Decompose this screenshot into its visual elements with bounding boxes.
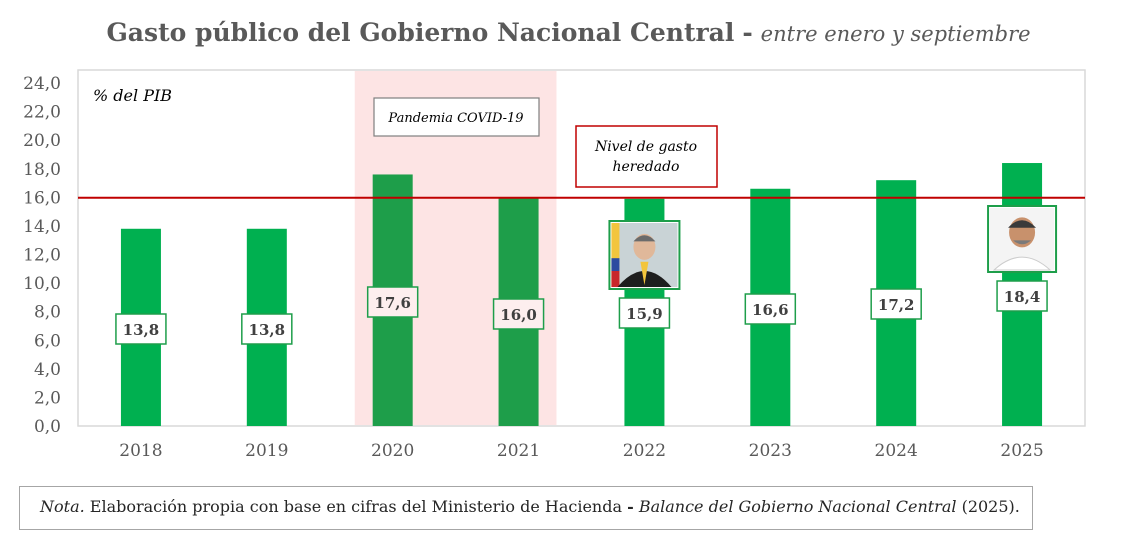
portrait-sash <box>640 261 649 285</box>
data-label-box <box>366 286 419 318</box>
data-label-box <box>115 313 167 345</box>
portrait-shirt <box>992 256 1052 271</box>
x-tick-label: 2025 <box>1000 441 1043 461</box>
note-dash: - <box>627 497 634 516</box>
y-tick-label: 18,0 <box>23 160 61 180</box>
data-label-box <box>744 293 797 325</box>
data-label: 13,8 <box>249 321 286 339</box>
note-body: Elaboración propia con base en cifras de… <box>84 497 628 516</box>
data-label: 18,4 <box>1004 288 1041 306</box>
y-tick-label: 6,0 <box>34 331 61 351</box>
plot-frame <box>77 69 1086 427</box>
bar-chart: 0,0 2,0 4,0 6,0 8,0 10,0 12,0 14,0 16,0 18,0 20,0 2… <box>23 69 1086 461</box>
x-tick-label: 2023 <box>749 441 792 461</box>
chart-title-separator: - <box>742 18 753 47</box>
y-tick-label: 12,0 <box>23 246 61 266</box>
data-label: 16,6 <box>752 301 789 319</box>
reference-annotation-text: Nivel de gasto <box>594 139 697 155</box>
x-tick-label: 2018 <box>119 441 162 461</box>
data-label: 17,2 <box>878 296 915 314</box>
pandemic-label: Pandemia COVID-19 <box>387 111 523 126</box>
portrait-flag-stripe <box>611 271 620 287</box>
portrait-hair <box>633 235 656 242</box>
source-note: Nota. Elaboración propia con base en cif… <box>19 486 1033 530</box>
portrait-beard <box>1013 240 1032 245</box>
note-source: Balance del Gobierno Nacional Central <box>638 497 957 516</box>
x-tick-label: 2021 <box>497 441 540 461</box>
y-tick-label: 0,0 <box>34 417 61 437</box>
y-tick-label: 24,0 <box>23 74 61 94</box>
y-tick-label: 14,0 <box>23 217 61 237</box>
y-tick-label: 10,0 <box>23 274 61 294</box>
y-tick-label: 22,0 <box>23 103 61 123</box>
data-label: 17,6 <box>374 294 411 312</box>
data-label-box <box>241 313 293 345</box>
y-tick-label: 2,0 <box>34 388 61 408</box>
pandemic-label-box <box>373 97 540 137</box>
portrait-flag-stripe <box>611 223 620 287</box>
note-tail: (2025). <box>956 497 1020 516</box>
data-label: 16,0 <box>500 306 537 324</box>
reference-annotation-text: heredado <box>613 159 680 175</box>
note-lead: Nota. <box>40 497 85 516</box>
x-tick-label: 2024 <box>875 441 918 461</box>
data-label: 13,8 <box>123 321 160 339</box>
x-tick-label: 2020 <box>371 441 414 461</box>
data-label-box <box>870 288 922 320</box>
y-tick-label: 8,0 <box>34 303 61 323</box>
reference-annotation-box <box>575 125 718 188</box>
y-tick-label: 4,0 <box>34 360 61 380</box>
data-label-box <box>618 297 671 329</box>
portrait-flag-stripe <box>611 258 620 271</box>
chart-title-main: Gasto público del Gobierno Nacional Cent… <box>106 18 735 47</box>
x-tick-label: 2019 <box>245 441 288 461</box>
data-label-box <box>996 280 1048 312</box>
y-axis-label: % del PIB <box>93 86 172 105</box>
y-tick-label: 20,0 <box>23 131 61 151</box>
x-tick-label: 2022 <box>623 441 666 461</box>
y-tick-label: 16,0 <box>23 188 61 208</box>
portrait-hair <box>1008 220 1037 228</box>
chart-subtitle: entre enero y septiembre <box>760 22 1031 46</box>
data-label: 15,9 <box>626 305 663 323</box>
data-label-box <box>492 298 545 330</box>
chart-title: Gasto público del Gobierno Nacional Cent… <box>0 18 1137 47</box>
